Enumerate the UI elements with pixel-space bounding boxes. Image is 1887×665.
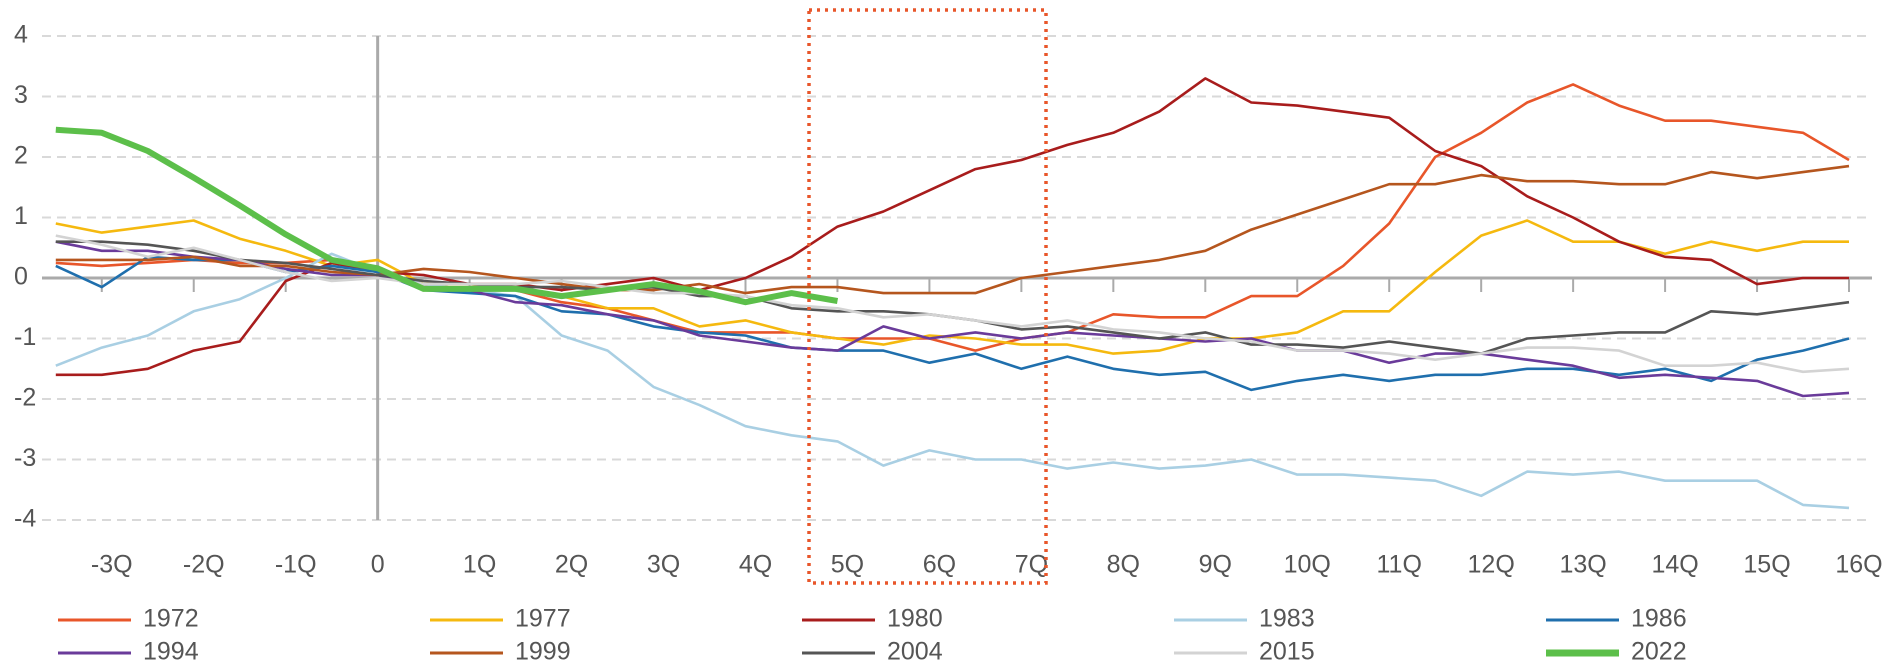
y-tick-label: 3 (14, 81, 28, 109)
x-tick-label: -2Q (183, 551, 225, 579)
highlight-box (807, 8, 1048, 585)
y-tick-label: -4 (14, 505, 36, 533)
legend-label: 1980 (887, 605, 943, 633)
x-tick-label: 6Q (923, 551, 956, 579)
x-tick-label: 10Q (1284, 551, 1331, 579)
x-tick-label: -3Q (91, 551, 133, 579)
x-tick-label: 9Q (1199, 551, 1232, 579)
x-tick-label: 3Q (647, 551, 680, 579)
x-tick-label: 4Q (739, 551, 772, 579)
x-tick-label: 0 (371, 551, 385, 579)
x-tick-label: 11Q (1377, 551, 1422, 579)
x-tick-label: 2Q (555, 551, 588, 579)
legend-label: 2015 (1259, 638, 1315, 665)
x-tick-label: 14Q (1651, 551, 1698, 579)
x-tick-label: 7Q (1015, 551, 1048, 579)
x-tick-label: 12Q (1468, 551, 1515, 579)
legend-label: 1999 (515, 638, 571, 665)
legend-label: 1986 (1631, 605, 1687, 633)
x-tick-label: 8Q (1107, 551, 1140, 579)
legend-label: 1994 (143, 638, 199, 665)
series-line (55, 164, 1850, 295)
y-tick-label: -1 (14, 323, 36, 351)
series-line (55, 234, 1850, 374)
legend-label: 1972 (143, 605, 199, 633)
y-tick-label: -3 (14, 444, 36, 472)
y-tick-label: -2 (14, 384, 36, 412)
y-tick-label: 2 (14, 142, 28, 170)
x-tick-label: 15Q (1743, 551, 1790, 579)
x-tick-label: -1Q (275, 551, 317, 579)
legend-label: 1983 (1259, 605, 1315, 633)
legend-label: 2004 (887, 638, 943, 665)
legend-label: 2022 (1631, 638, 1687, 665)
x-tick-label: 5Q (831, 551, 864, 579)
plot: -4 -3 -2 -1 0 1 2 3 4 -3Q -2Q -1Q 0 1Q 2Q 3Q 4Q 5Q 6Q 7Q 8Q 9… (14, 21, 1883, 665)
y-tick-label: 4 (14, 21, 28, 49)
series-line (55, 219, 1849, 355)
x-tick-label: 13Q (1559, 551, 1606, 579)
x-tick-label: 1Q (463, 551, 496, 579)
series-line (55, 126, 839, 306)
x-tick-label: 16Q (1835, 551, 1882, 579)
y-tick-label: 1 (14, 202, 28, 230)
series-line (55, 255, 1850, 392)
series-line (55, 77, 1849, 377)
series-line (55, 240, 1850, 398)
y-tick-label: 0 (14, 263, 28, 291)
legend-label: 1977 (515, 605, 571, 633)
